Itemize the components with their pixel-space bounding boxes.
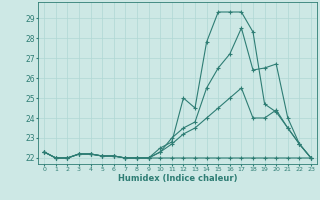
X-axis label: Humidex (Indice chaleur): Humidex (Indice chaleur) (118, 174, 237, 183)
